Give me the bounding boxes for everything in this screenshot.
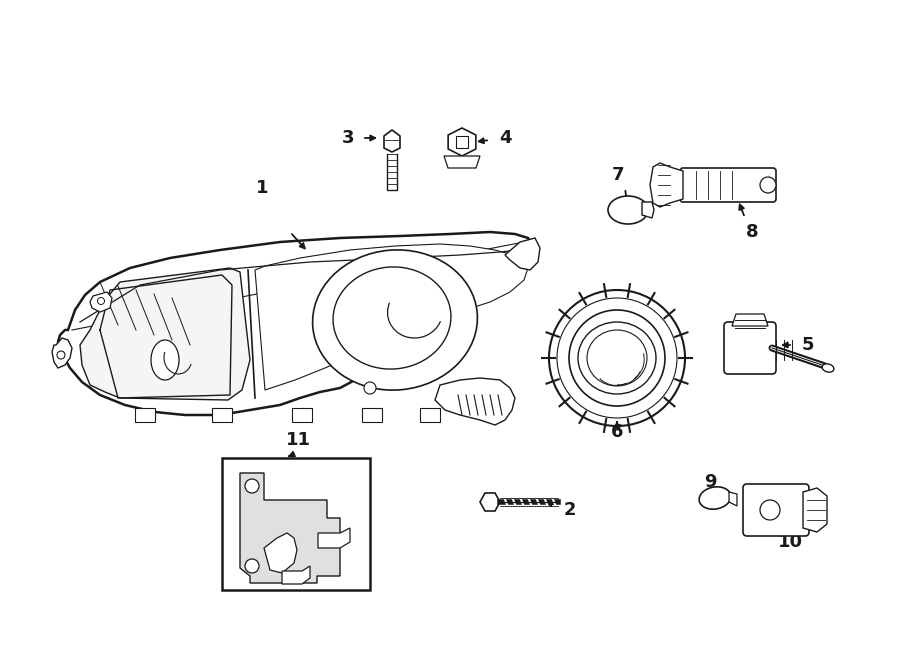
Text: 8: 8 <box>746 223 759 241</box>
Polygon shape <box>729 492 737 506</box>
Polygon shape <box>505 238 540 270</box>
Polygon shape <box>420 408 440 422</box>
Polygon shape <box>255 244 528 390</box>
Ellipse shape <box>822 364 834 372</box>
Circle shape <box>557 298 677 418</box>
Circle shape <box>569 310 665 406</box>
Text: 6: 6 <box>611 423 623 441</box>
Text: 9: 9 <box>704 473 716 491</box>
Polygon shape <box>135 408 155 422</box>
Polygon shape <box>292 408 312 422</box>
Polygon shape <box>480 493 500 511</box>
Polygon shape <box>362 408 382 422</box>
Circle shape <box>549 290 685 426</box>
Text: 10: 10 <box>778 533 803 551</box>
FancyBboxPatch shape <box>680 168 776 202</box>
Text: 11: 11 <box>285 431 310 449</box>
Text: 7: 7 <box>612 166 625 184</box>
Polygon shape <box>435 378 515 425</box>
Polygon shape <box>732 314 768 326</box>
Polygon shape <box>90 292 112 312</box>
Bar <box>222 458 370 590</box>
Ellipse shape <box>312 250 477 390</box>
Circle shape <box>760 500 780 520</box>
Polygon shape <box>282 566 310 584</box>
Text: 1: 1 <box>256 179 268 197</box>
Polygon shape <box>384 130 400 152</box>
Ellipse shape <box>578 322 656 394</box>
Circle shape <box>97 297 104 305</box>
Polygon shape <box>650 163 683 207</box>
FancyBboxPatch shape <box>743 484 809 536</box>
FancyBboxPatch shape <box>724 322 776 374</box>
Polygon shape <box>80 268 250 400</box>
Polygon shape <box>58 232 535 415</box>
Polygon shape <box>212 408 232 422</box>
Circle shape <box>57 351 65 359</box>
Polygon shape <box>52 338 72 368</box>
Circle shape <box>245 559 259 573</box>
Ellipse shape <box>151 340 179 380</box>
Circle shape <box>245 479 259 493</box>
Polygon shape <box>318 528 350 548</box>
Ellipse shape <box>333 267 451 369</box>
Text: 4: 4 <box>499 129 511 147</box>
Text: 2: 2 <box>563 501 576 519</box>
Text: 5: 5 <box>802 336 814 354</box>
Polygon shape <box>264 533 297 573</box>
Ellipse shape <box>608 196 648 224</box>
Polygon shape <box>240 473 340 583</box>
Polygon shape <box>448 128 476 156</box>
Circle shape <box>364 382 376 394</box>
Polygon shape <box>642 202 654 218</box>
Polygon shape <box>444 156 480 168</box>
Ellipse shape <box>699 486 731 509</box>
Polygon shape <box>803 488 827 532</box>
Text: 3: 3 <box>342 129 355 147</box>
Ellipse shape <box>587 330 647 386</box>
Polygon shape <box>456 136 468 148</box>
Circle shape <box>760 177 776 193</box>
